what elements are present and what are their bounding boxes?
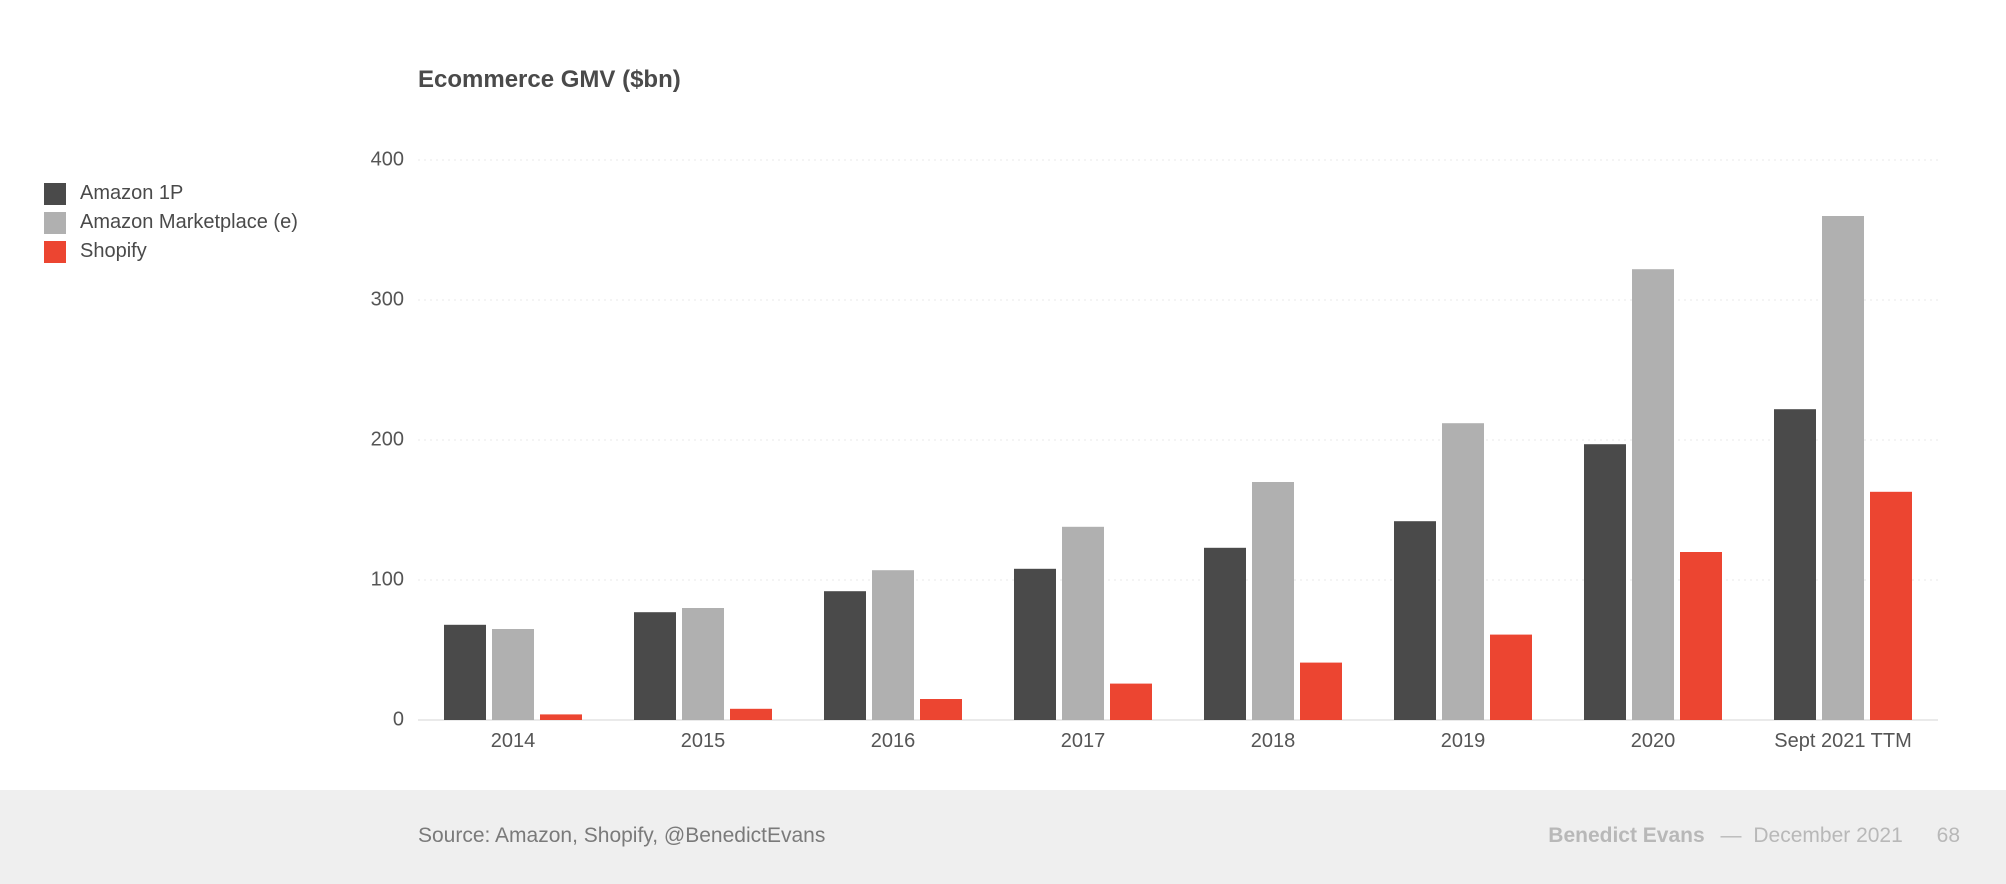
- bar: [1822, 216, 1864, 720]
- bar: [634, 612, 676, 720]
- y-axis-label: 200: [344, 429, 404, 452]
- bar: [1632, 269, 1674, 720]
- legend-label: Shopify: [80, 238, 147, 265]
- x-axis-label: Sept 2021 TTM: [1774, 730, 1911, 753]
- footer-page-number: 68: [1937, 824, 1960, 847]
- x-axis-label: 2020: [1631, 730, 1676, 753]
- y-axis-labels: 0100200300400: [344, 160, 404, 720]
- bar: [1062, 527, 1104, 720]
- bar: [1204, 548, 1246, 720]
- bar: [1442, 423, 1484, 720]
- footer-separator: —: [1721, 824, 1742, 847]
- legend: Amazon 1PAmazon Marketplace (e)Shopify: [44, 180, 298, 267]
- bar: [730, 709, 772, 720]
- source-text: Source: Amazon, Shopify, @BenedictEvans: [418, 824, 825, 848]
- bar: [1394, 521, 1436, 720]
- chart-area: 0100200300400 20142015201620172018201920…: [418, 160, 1938, 720]
- bar: [1014, 569, 1056, 720]
- y-axis-label: 300: [344, 289, 404, 312]
- y-axis-label: 400: [344, 149, 404, 172]
- footer-date: December 2021: [1753, 824, 1902, 847]
- legend-swatch: [44, 241, 66, 263]
- bar: [492, 629, 534, 720]
- legend-label: Amazon 1P: [80, 180, 183, 207]
- bar: [1680, 552, 1722, 720]
- bar: [1774, 409, 1816, 720]
- x-axis-label: 2016: [871, 730, 916, 753]
- legend-item: Amazon Marketplace (e): [44, 209, 298, 236]
- bar: [1870, 492, 1912, 720]
- x-axis-label: 2015: [681, 730, 726, 753]
- x-axis-label: 2019: [1441, 730, 1486, 753]
- legend-label: Amazon Marketplace (e): [80, 209, 298, 236]
- bar: [824, 591, 866, 720]
- chart-svg: [418, 160, 1938, 720]
- bar: [1252, 482, 1294, 720]
- chart-title: Ecommerce GMV ($bn): [418, 66, 681, 94]
- bar: [444, 625, 486, 720]
- x-axis-labels: 2014 2015 2016 2017 2018 2019 2020 Sept 2021 TT…: [418, 730, 1938, 760]
- x-axis-label: 2017: [1061, 730, 1106, 753]
- footer-attribution: Benedict Evans — December 2021 68: [1548, 824, 1960, 848]
- y-axis-label: 100: [344, 569, 404, 592]
- legend-swatch: [44, 183, 66, 205]
- bar: [540, 714, 582, 720]
- bar: [920, 699, 962, 720]
- legend-item: Shopify: [44, 238, 298, 265]
- bar: [1110, 684, 1152, 720]
- legend-swatch: [44, 212, 66, 234]
- bar: [1584, 444, 1626, 720]
- slide: Ecommerce GMV ($bn) Amazon 1PAmazon Mark…: [0, 0, 2006, 884]
- bar: [872, 570, 914, 720]
- x-axis-label: 2018: [1251, 730, 1296, 753]
- x-axis-label: 2014: [491, 730, 536, 753]
- bar: [1490, 635, 1532, 720]
- legend-item: Amazon 1P: [44, 180, 298, 207]
- bar: [1300, 663, 1342, 720]
- bar: [682, 608, 724, 720]
- footer-author: Benedict Evans: [1548, 824, 1704, 847]
- footer: Source: Amazon, Shopify, @BenedictEvans …: [0, 790, 2006, 884]
- y-axis-label: 0: [344, 709, 404, 732]
